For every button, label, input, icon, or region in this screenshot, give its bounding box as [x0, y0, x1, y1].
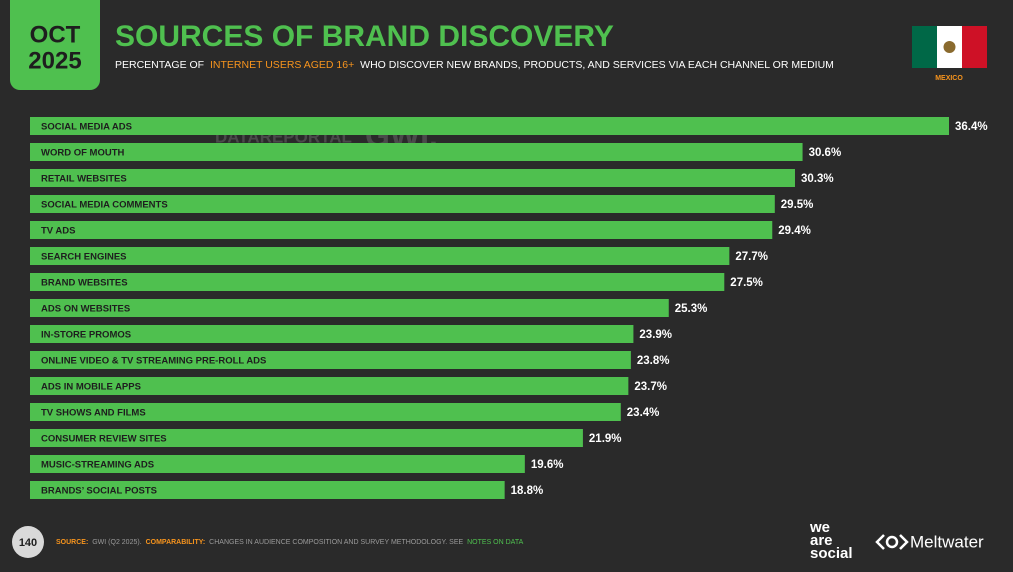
bar	[30, 247, 730, 265]
bars: SOCIAL MEDIA ADS 36.4% WORD OF MOUTH 30.6% R…	[30, 117, 988, 499]
category-label: RETAIL WEBSITES	[41, 174, 127, 185]
bar	[30, 481, 505, 499]
value-label: 18.8%	[511, 485, 544, 497]
source-link: NOTES ON DATA	[467, 539, 523, 546]
category-label: SOCIAL MEDIA COMMENTS	[41, 200, 168, 211]
subtitle-highlight: INTERNET USERS AGED 16+	[210, 59, 354, 71]
category-label: BRANDS’ SOCIAL POSTS	[41, 486, 157, 497]
logo-text: we	[809, 519, 830, 536]
category-label: WORD OF MOUTH	[41, 148, 125, 159]
value-label: 19.6%	[531, 459, 564, 471]
value-label: 36.4%	[955, 121, 988, 133]
source-label: COMPARABILITY:	[146, 539, 206, 546]
value-label: 23.4%	[627, 407, 660, 419]
page-number: 140	[19, 537, 37, 549]
bar	[30, 299, 669, 317]
source: SOURCE: GWI (Q2 2025). COMPARABILITY: CH…	[56, 539, 524, 546]
date-badge	[10, 0, 100, 90]
bar	[30, 351, 631, 369]
bar	[30, 455, 525, 473]
page-number-circle	[12, 526, 44, 558]
category-label: TV SHOWS AND FILMS	[41, 408, 146, 419]
value-label: 29.5%	[781, 199, 814, 211]
bar	[30, 273, 725, 291]
bar	[30, 377, 629, 395]
bar	[30, 403, 621, 421]
bar	[30, 429, 583, 447]
value-label: 29.4%	[778, 225, 811, 237]
value-label: 27.7%	[735, 251, 768, 263]
flag	[912, 26, 987, 68]
subtitle: PERCENTAGE OF INTERNET USERS AGED 16+ WH…	[115, 59, 834, 71]
logo-text: are	[810, 532, 833, 549]
category-label: ADS ON WEBSITES	[41, 304, 130, 315]
subtitle-part: PERCENTAGE OF	[115, 59, 204, 71]
badge-month: OCT	[30, 21, 81, 48]
category-label: BRAND WEBSITES	[41, 278, 128, 289]
bar	[30, 325, 634, 343]
value-label: 23.9%	[639, 329, 672, 341]
meltwater-icon	[875, 534, 909, 550]
bar	[30, 143, 803, 161]
value-label: 21.9%	[589, 433, 622, 445]
country-label: MEXICO	[935, 75, 963, 82]
category-label: MUSIC-STREAMING ADS	[41, 460, 154, 471]
category-label: SOCIAL MEDIA ADS	[41, 122, 132, 133]
value-label: 23.7%	[634, 381, 667, 393]
category-label: CONSUMER REVIEW SITES	[41, 434, 167, 445]
value-label: 30.3%	[801, 173, 834, 185]
source-text: GWI (Q2 2025).	[92, 539, 141, 546]
source-text: CHANGES IN AUDIENCE COMPOSITION AND SURV…	[209, 539, 463, 546]
bar	[30, 117, 949, 135]
bar	[30, 221, 773, 239]
category-label: ADS IN MOBILE APPS	[41, 382, 141, 393]
bar	[30, 169, 795, 187]
bar	[30, 195, 775, 213]
subtitle-part: WHO DISCOVER NEW BRANDS, PRODUCTS, AND S…	[360, 59, 834, 71]
value-label: 25.3%	[675, 303, 708, 315]
chart-title: SOURCES OF BRAND DISCOVERY	[115, 20, 614, 53]
category-label: ONLINE VIDEO & TV STREAMING PRE-ROLL ADS	[41, 356, 266, 367]
value-label: 27.5%	[730, 277, 763, 289]
value-label: 23.8%	[637, 355, 670, 367]
logo-text: Meltwater	[910, 532, 984, 551]
source-label: SOURCE:	[56, 539, 88, 546]
category-label: TV ADS	[41, 226, 75, 237]
category-label: SEARCH ENGINES	[41, 252, 127, 263]
value-label: 30.6%	[809, 147, 842, 159]
logo-text: social	[810, 545, 853, 562]
category-label: IN-STORE PROMOS	[41, 330, 131, 341]
badge-year: 2025	[28, 47, 81, 74]
